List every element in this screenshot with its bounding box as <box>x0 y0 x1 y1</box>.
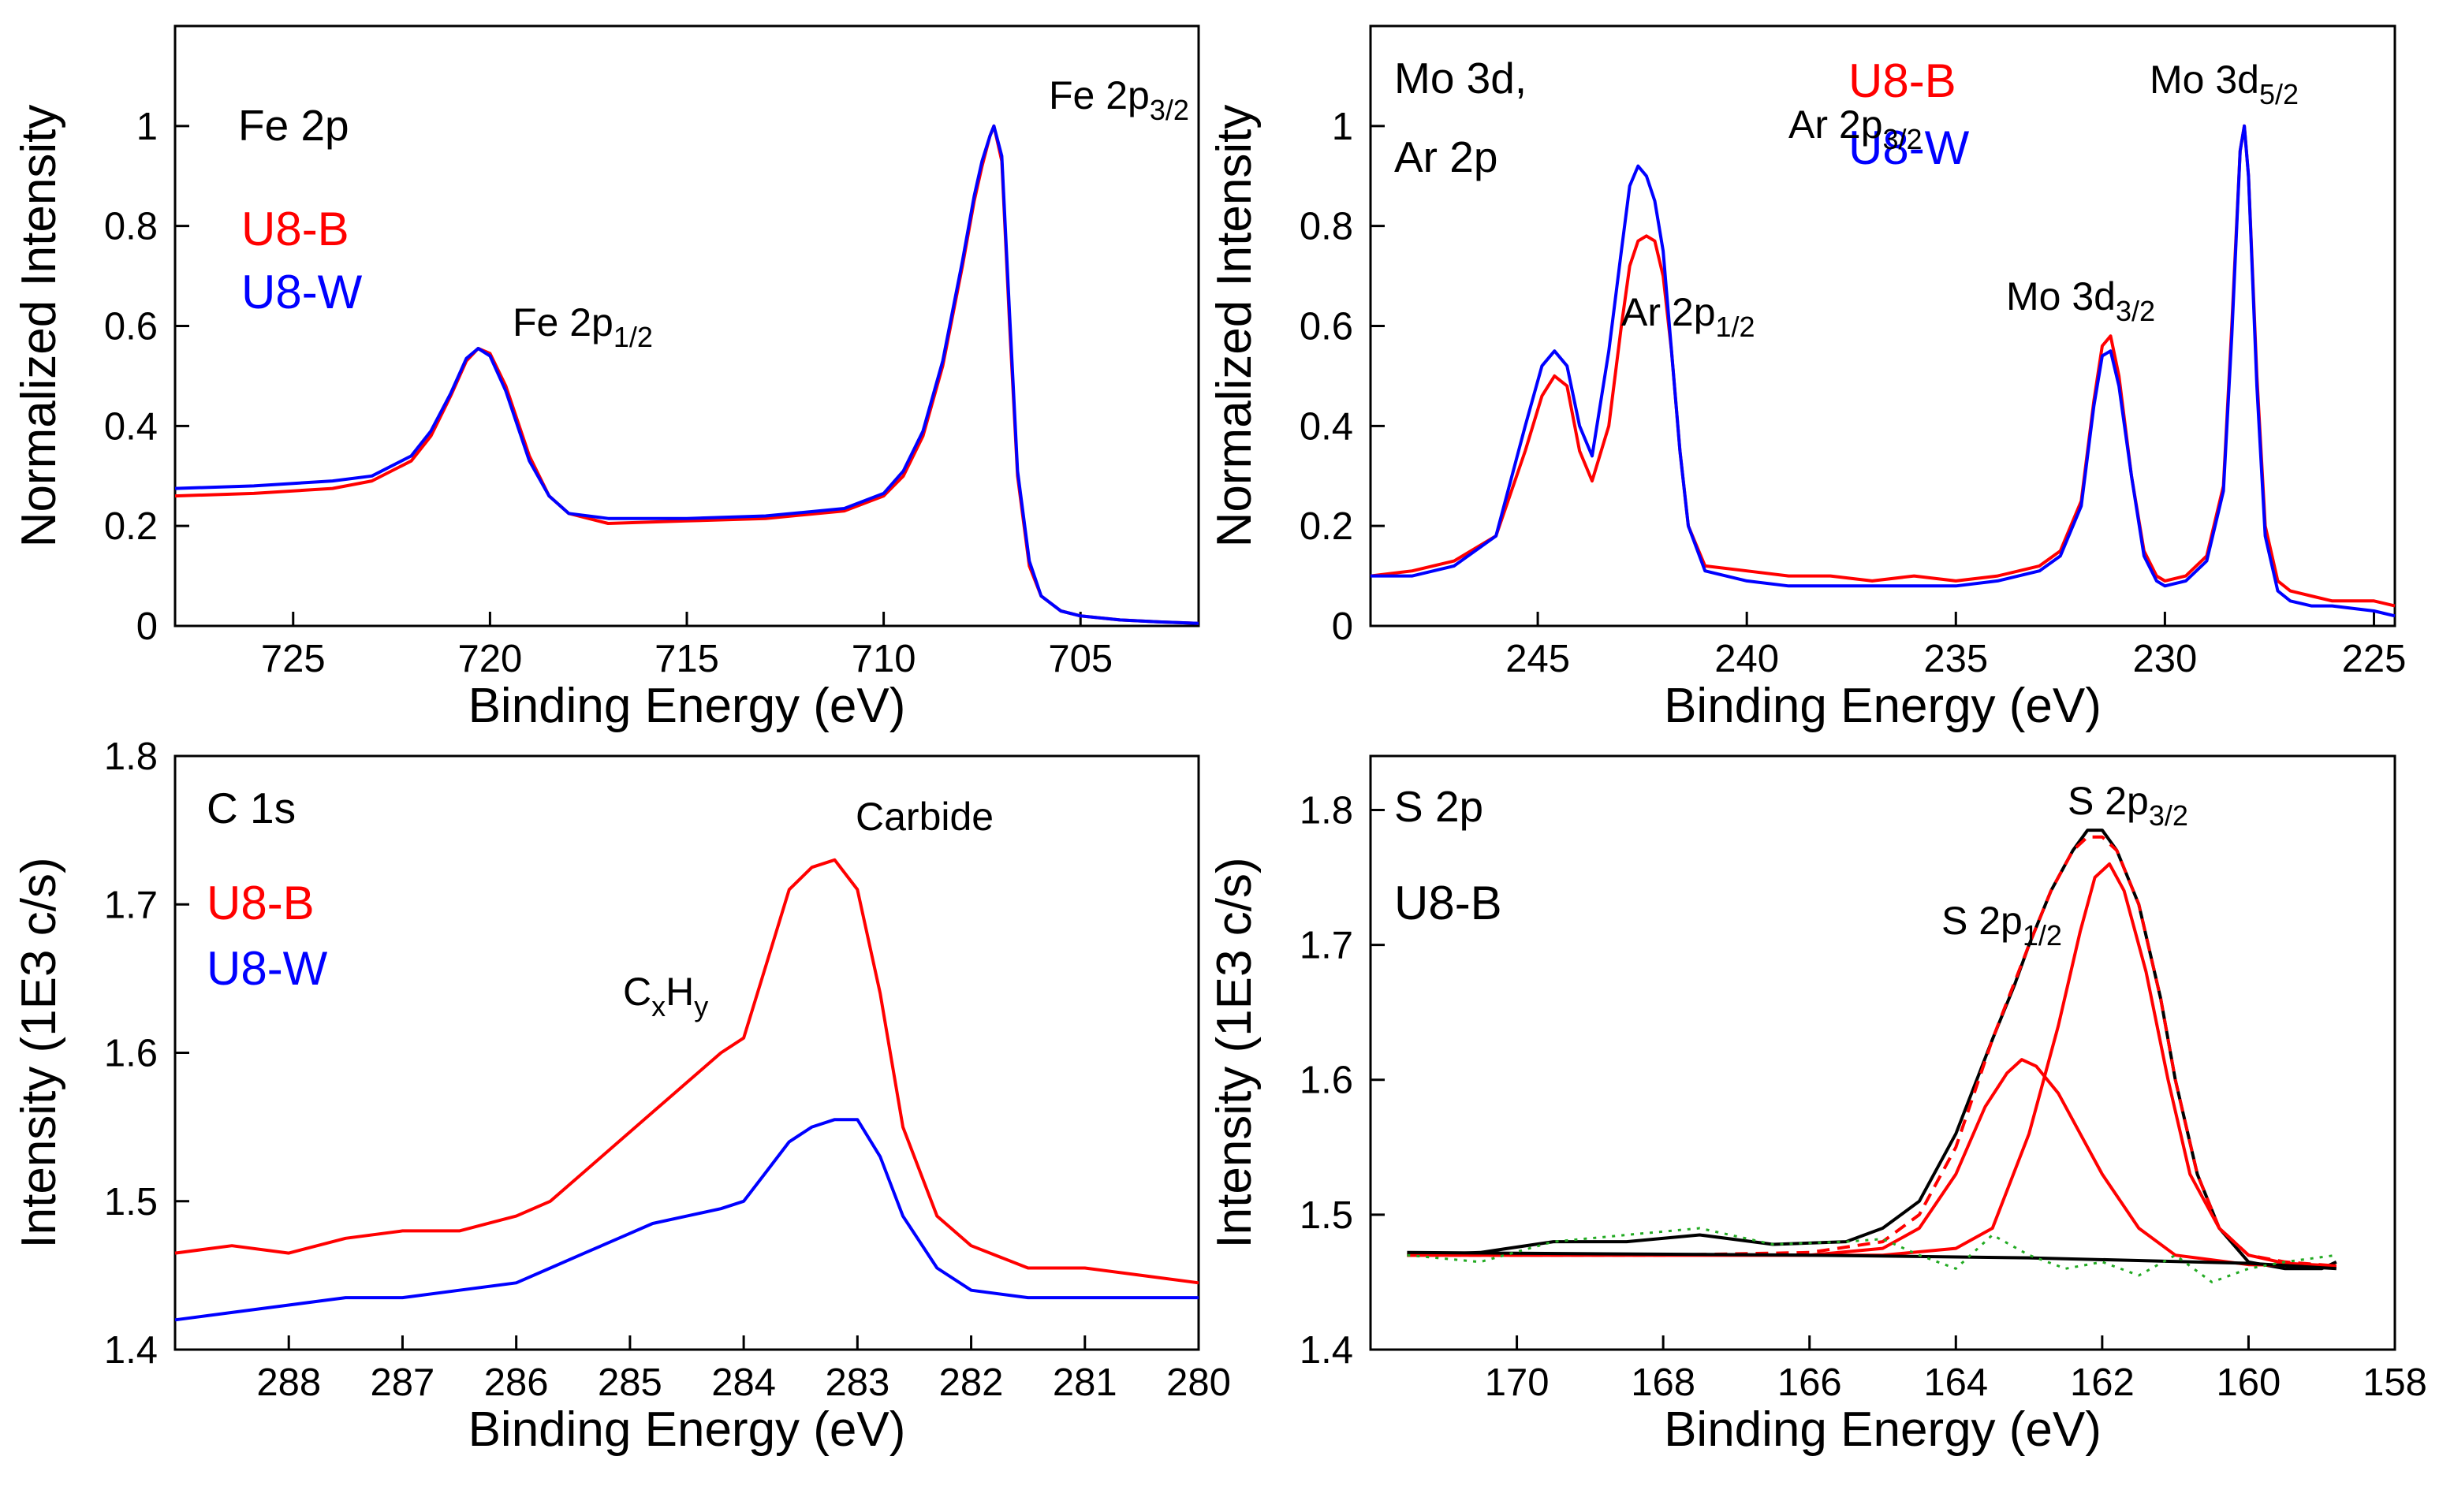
x-axis-label: Binding Energy (eV) <box>1664 679 2102 733</box>
x-tick-label: 170 <box>1485 1361 1550 1404</box>
y-tick-label: 1 <box>136 106 158 148</box>
x-tick-label: 285 <box>598 1361 662 1404</box>
x-tick-label: 705 <box>1048 638 1113 680</box>
legend-entry-u8-w: U8-W <box>1848 121 1970 174</box>
y-tick-label: 0.8 <box>104 206 158 248</box>
y-tick-label: 1.5 <box>104 1181 158 1223</box>
legend-entry-u8-b: U8-B <box>241 203 349 255</box>
series-line-u8-w <box>174 124 1199 625</box>
y-tick-label: 0.8 <box>1300 206 1353 248</box>
series-line-u8-b-data <box>1407 829 2337 1271</box>
series-line-u8-b <box>174 124 1199 625</box>
y-tick-label: 1 <box>1332 106 1353 148</box>
panel-fe-2p: 725 720 715 710 705 0 0.2 0.4 0.6 0.8 1 Binding Ene… <box>12 24 1200 733</box>
x-tick-label: 284 <box>711 1361 776 1404</box>
panel-title: C 1s <box>207 784 296 832</box>
x-tick-label: 286 <box>484 1361 549 1404</box>
y-tick-label: 1.4 <box>1300 1329 1353 1372</box>
y-tick-label: 0.2 <box>104 505 158 548</box>
series-line-u8-b <box>174 858 1199 1285</box>
panel-s-2p: 170 168 166 164 162 160 158 1.4 1.5 1.6 1.7 1.8 Bind… <box>1207 754 2427 1457</box>
y-tick-label: 0.4 <box>1300 405 1353 448</box>
panel-mo-3d-ar-2p: 245 240 235 230 225 0 0.2 0.4 0.6 0.8 1 Binding Ene… <box>1207 24 2407 733</box>
y-tick-label: 0.4 <box>104 405 158 448</box>
y-tick-label: 1.8 <box>1300 789 1353 832</box>
series-line-background <box>1407 1250 2337 1271</box>
y-tick-label: 1.7 <box>104 884 158 926</box>
y-tick-label: 0 <box>136 605 158 648</box>
y-tick-label: 1.4 <box>104 1329 158 1372</box>
x-tick-label: 245 <box>1505 638 1570 680</box>
legend-entry-u8-b: U8-B <box>1848 54 1956 107</box>
y-tick-label: 0 <box>1332 605 1353 648</box>
x-tick-label: 230 <box>2133 638 2198 680</box>
peak-annotation: Mo 3d3/2 <box>2006 274 2155 327</box>
x-tick-label: 282 <box>939 1361 1004 1404</box>
y-axis-label: Intensity (1E3 c/s) <box>12 857 66 1248</box>
peak-annotation: Fe 2p3/2 <box>1049 73 1189 126</box>
x-tick-label: 240 <box>1714 638 1779 680</box>
x-tick-label: 168 <box>1631 1361 1695 1404</box>
x-axis-label: Binding Energy (eV) <box>468 679 906 733</box>
x-tick-label: 164 <box>1923 1361 1988 1404</box>
peak-annotation: Carbide <box>856 795 994 839</box>
y-axis-label: Normalized Intensity <box>12 105 66 548</box>
legend-entry-u8-w: U8-W <box>207 942 328 995</box>
x-tick-label: 288 <box>256 1361 321 1404</box>
x-axis-label: Binding Energy (eV) <box>468 1402 906 1457</box>
y-tick-label: 0.6 <box>1300 306 1353 348</box>
peak-annotation: Ar 2p1/2 <box>1621 290 1755 343</box>
y-tick-label: 1.7 <box>1300 925 1353 967</box>
x-tick-label: 158 <box>2363 1361 2427 1404</box>
x-tick-label: 166 <box>1777 1361 1842 1404</box>
x-tick-label: 160 <box>2217 1361 2281 1404</box>
x-tick-label: 225 <box>2342 638 2407 680</box>
series-line-s-2p3-2-component <box>1407 862 2337 1268</box>
y-tick-label: 1.6 <box>104 1033 158 1075</box>
y-tick-label: 0.6 <box>104 306 158 348</box>
x-tick-label: 725 <box>261 638 326 680</box>
panel-title: Ar 2p <box>1394 132 1497 181</box>
x-tick-label: 235 <box>1923 638 1988 680</box>
panel-c-1s: 288 287 286 285 284 283 282 281 280 1.4 1.5 1.6 1.7 1… <box>12 736 1231 1457</box>
y-tick-label: 0.2 <box>1300 505 1353 548</box>
legend-entry-u8-w: U8-W <box>241 266 363 318</box>
y-tick-label: 1.8 <box>104 736 158 778</box>
y-tick-label: 1.6 <box>1300 1060 1353 1102</box>
plot-frame <box>173 754 1200 1351</box>
series-line-u8-w <box>1371 124 2396 618</box>
x-axis-label: Binding Energy (eV) <box>1664 1402 2102 1457</box>
x-tick-label: 283 <box>825 1361 889 1404</box>
series-line-s-2p1-2-component <box>1407 1058 2337 1268</box>
x-tick-label: 715 <box>655 638 719 680</box>
y-axis-label: Normalized Intensity <box>1207 105 1262 548</box>
peak-annotation: Mo 3d5/2 <box>2150 58 2299 110</box>
x-tick-label: 720 <box>458 638 523 680</box>
x-tick-label: 280 <box>1166 1361 1231 1404</box>
peak-annotation: Ar 2p3/2 <box>1788 102 1923 155</box>
y-tick-label: 1.5 <box>1300 1194 1353 1237</box>
x-tick-label: 281 <box>1053 1361 1117 1404</box>
x-tick-label: 287 <box>371 1361 435 1404</box>
x-tick-label: 162 <box>2070 1361 2135 1404</box>
y-axis-label: Intensity (1E3 c/s) <box>1207 857 1262 1248</box>
panel-title: Mo 3d, <box>1394 54 1527 102</box>
peak-annotation: S 2p1/2 <box>1941 899 2062 952</box>
peak-annotation: CxHy <box>623 970 708 1022</box>
peak-annotation: Fe 2p1/2 <box>513 300 653 353</box>
series-line-u8-w <box>174 1118 1199 1322</box>
series-line-u8-b <box>1370 124 2396 608</box>
peak-annotation: S 2p3/2 <box>2068 779 2188 832</box>
panel-title: Fe 2p <box>238 101 349 150</box>
plot-frame <box>1369 754 2396 1351</box>
panel-title: S 2p <box>1394 782 1483 831</box>
legend-entry-u8-b: U8-B <box>1394 877 1502 929</box>
series-line-fit-envelope <box>1407 835 2337 1268</box>
x-tick-label: 710 <box>852 638 916 680</box>
legend-entry-u8-b: U8-B <box>207 877 315 929</box>
